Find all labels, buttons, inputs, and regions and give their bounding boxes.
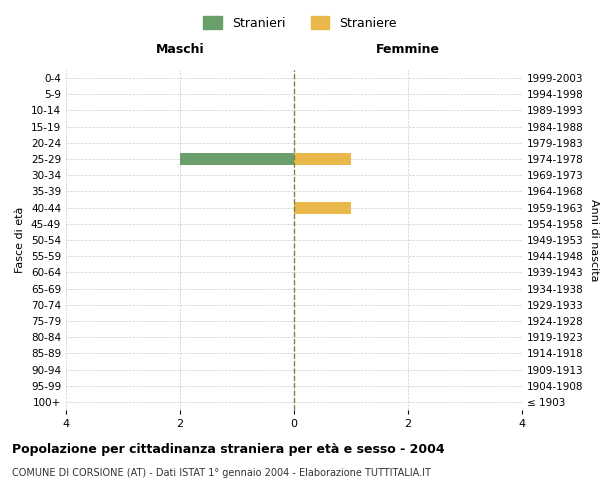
Text: Femmine: Femmine — [376, 44, 440, 57]
Bar — [294, 202, 351, 213]
Y-axis label: Anni di nascita: Anni di nascita — [589, 198, 599, 281]
Bar — [180, 153, 294, 165]
Text: COMUNE DI CORSIONE (AT) - Dati ISTAT 1° gennaio 2004 - Elaborazione TUTTITALIA.I: COMUNE DI CORSIONE (AT) - Dati ISTAT 1° … — [12, 468, 431, 477]
Text: Maschi: Maschi — [155, 44, 205, 57]
Bar — [294, 153, 351, 165]
Text: Popolazione per cittadinanza straniera per età e sesso - 2004: Popolazione per cittadinanza straniera p… — [12, 442, 445, 456]
Legend: Stranieri, Straniere: Stranieri, Straniere — [198, 11, 402, 35]
Y-axis label: Fasce di età: Fasce di età — [16, 207, 25, 273]
